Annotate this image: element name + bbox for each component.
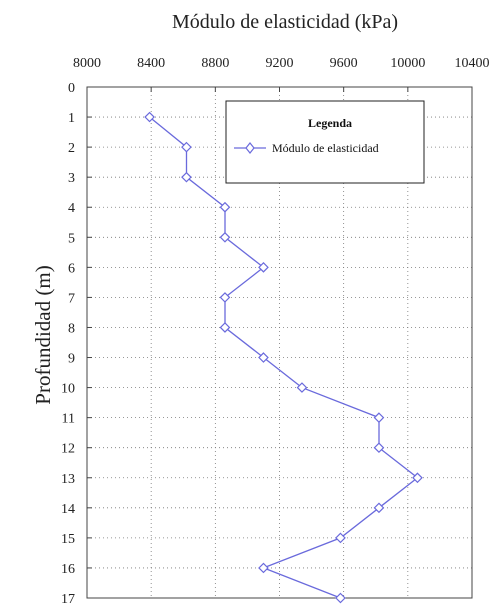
x-tick-label: 8000 bbox=[73, 56, 101, 71]
y-tick-label: 3 bbox=[68, 171, 75, 186]
legend-box bbox=[225, 100, 425, 184]
data-point bbox=[144, 111, 155, 123]
y-tick-label: 10 bbox=[61, 382, 75, 397]
data-point bbox=[296, 382, 308, 393]
y-tick-label: 1 bbox=[68, 111, 75, 126]
y-tick-label: 9 bbox=[68, 352, 75, 367]
data-point bbox=[373, 442, 385, 454]
chart-title: Módulo de elasticidad (kPa) bbox=[172, 11, 398, 33]
y-tick-label: 5 bbox=[68, 231, 75, 246]
legend: Legenda Módulo de elasticidad bbox=[225, 100, 425, 184]
data-point bbox=[412, 472, 423, 484]
y-tick-label: 6 bbox=[68, 261, 75, 276]
x-tick-label: 9600 bbox=[330, 56, 358, 71]
data-point bbox=[181, 141, 192, 153]
data-point bbox=[219, 322, 231, 333]
y-tick-label: 11 bbox=[62, 412, 75, 427]
data-point bbox=[335, 592, 346, 604]
y-tick-label: 7 bbox=[68, 291, 75, 306]
grid bbox=[87, 87, 472, 598]
x-tick-label: 9200 bbox=[266, 56, 294, 71]
data-series bbox=[144, 111, 423, 604]
y-tick-marks bbox=[87, 86, 92, 599]
y-tick-label: 2 bbox=[68, 141, 75, 156]
x-tick-label: 8800 bbox=[201, 56, 229, 71]
x-tick-label: 8400 bbox=[137, 56, 165, 71]
data-point bbox=[219, 231, 231, 243]
data-point bbox=[373, 412, 385, 423]
data-point bbox=[219, 201, 231, 213]
data-point bbox=[258, 262, 269, 273]
data-point bbox=[335, 532, 346, 544]
data-point bbox=[258, 562, 269, 574]
data-point bbox=[258, 352, 269, 363]
x-tick-label: 10000 bbox=[390, 56, 425, 71]
y-tick-label: 13 bbox=[61, 472, 75, 487]
y-axis-label: Profundidad (m) bbox=[31, 265, 55, 404]
x-tick-marks bbox=[86, 87, 473, 92]
legend-title: Legenda bbox=[308, 116, 352, 130]
x-tick-label: 10400 bbox=[455, 56, 490, 71]
y-tick-label: 8 bbox=[68, 321, 75, 336]
x-tick-labels: 8000 8400 8800 9200 9600 10000 10400 bbox=[73, 56, 490, 71]
y-tick-label: 15 bbox=[61, 532, 75, 547]
y-tick-label: 12 bbox=[61, 442, 75, 457]
y-tick-label: 4 bbox=[68, 201, 75, 216]
legend-marker bbox=[245, 142, 255, 154]
data-point bbox=[373, 502, 385, 514]
data-point bbox=[219, 292, 231, 303]
y-tick-label: 17 bbox=[61, 592, 75, 607]
y-tick-label: 0 bbox=[68, 81, 75, 96]
legend-entry-label: Módulo de elasticidad bbox=[272, 141, 379, 155]
y-tick-label: 14 bbox=[61, 502, 75, 517]
data-point bbox=[181, 171, 192, 183]
y-tick-label: 16 bbox=[61, 562, 75, 577]
